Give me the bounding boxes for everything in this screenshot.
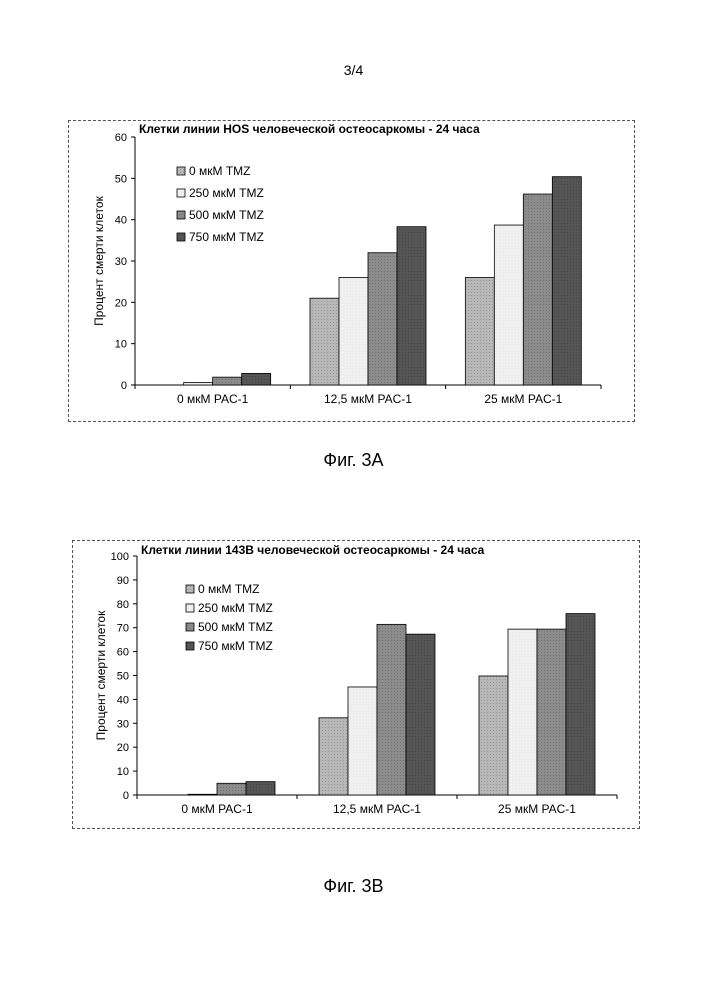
bar	[377, 624, 406, 795]
bar	[319, 718, 348, 795]
legend-swatch	[186, 604, 194, 612]
bar	[494, 225, 523, 385]
y-tick-label: 100	[111, 551, 129, 563]
x-tick-label: 12,5 мкМ PAC-1	[324, 392, 412, 406]
bar	[406, 634, 435, 795]
legend-label: 0 мкМ TMZ	[198, 582, 260, 596]
legend-swatch	[177, 233, 185, 241]
chart-title: Клетки линии 143B человеческой остеосарк…	[141, 543, 485, 557]
y-tick-label: 60	[115, 132, 127, 144]
y-tick-label: 40	[117, 694, 129, 706]
y-tick-label: 50	[115, 173, 127, 185]
chart-hos-frame: Клетки линии HOS человеческой остеосарко…	[68, 120, 635, 422]
y-tick-label: 60	[117, 647, 129, 659]
bar	[213, 377, 242, 385]
y-tick-label: 30	[115, 256, 127, 268]
x-tick-label: 0 мкМ PAC-1	[181, 802, 253, 816]
y-tick-label: 30	[117, 718, 129, 730]
bar	[339, 278, 368, 385]
y-tick-label: 70	[117, 623, 129, 635]
legend-label: 750 мкМ TMZ	[198, 639, 273, 653]
x-tick-label: 25 мкМ PAC-1	[484, 392, 562, 406]
legend-swatch	[186, 642, 194, 650]
chart-title: Клетки линии HOS человеческой остеосарко…	[139, 122, 480, 136]
chart-hos: Клетки линии HOS человеческой остеосарко…	[69, 121, 634, 421]
legend-swatch	[186, 623, 194, 631]
legend-swatch	[177, 189, 185, 197]
bar	[368, 253, 397, 385]
legend-swatch	[186, 585, 194, 593]
bar	[508, 629, 537, 795]
bar	[465, 278, 494, 385]
bar	[552, 177, 581, 385]
bar	[310, 298, 339, 385]
y-tick-label: 10	[115, 339, 127, 351]
x-tick-label: 25 мкМ PAC-1	[498, 802, 576, 816]
legend-swatch	[177, 167, 185, 175]
bar	[537, 629, 566, 795]
legend-swatch	[177, 211, 185, 219]
y-axis-label: Процент смерти клеток	[94, 610, 108, 740]
bar	[566, 614, 595, 795]
y-tick-label: 20	[117, 742, 129, 754]
bar	[188, 794, 217, 795]
legend-label: 0 мкМ TMZ	[189, 164, 251, 178]
x-tick-label: 0 мкМ PAC-1	[177, 392, 249, 406]
chart-143b-frame: Клетки линии 143B человеческой остеосарк…	[72, 540, 640, 829]
page-number: 3/4	[0, 62, 707, 78]
bar	[217, 783, 246, 795]
bar	[184, 383, 213, 385]
bar	[348, 687, 377, 795]
legend-label: 250 мкМ TMZ	[189, 186, 264, 200]
y-tick-label: 10	[117, 766, 129, 778]
bar	[397, 227, 426, 385]
y-tick-label: 0	[123, 790, 129, 802]
bar	[242, 373, 271, 385]
legend-label: 500 мкМ TMZ	[198, 620, 273, 634]
legend-label: 500 мкМ TMZ	[189, 208, 264, 222]
y-axis-label: Процент смерти клеток	[92, 195, 106, 325]
legend-label: 250 мкМ TMZ	[198, 601, 273, 615]
y-tick-label: 80	[117, 599, 129, 611]
figure-caption-3b: Фиг. 3B	[0, 876, 707, 897]
figure-caption-3a: Фиг. 3A	[0, 450, 707, 471]
bar	[523, 194, 552, 385]
y-tick-label: 0	[121, 380, 127, 392]
y-tick-label: 40	[115, 215, 127, 227]
bar	[479, 676, 508, 795]
legend-label: 750 мкМ TMZ	[189, 230, 264, 244]
bar	[246, 782, 275, 795]
y-tick-label: 20	[115, 297, 127, 309]
y-tick-label: 50	[117, 671, 129, 683]
chart-143b: Клетки линии 143B человеческой остеосарк…	[73, 541, 639, 828]
y-tick-label: 90	[117, 575, 129, 587]
x-tick-label: 12,5 мкМ PAC-1	[333, 802, 421, 816]
